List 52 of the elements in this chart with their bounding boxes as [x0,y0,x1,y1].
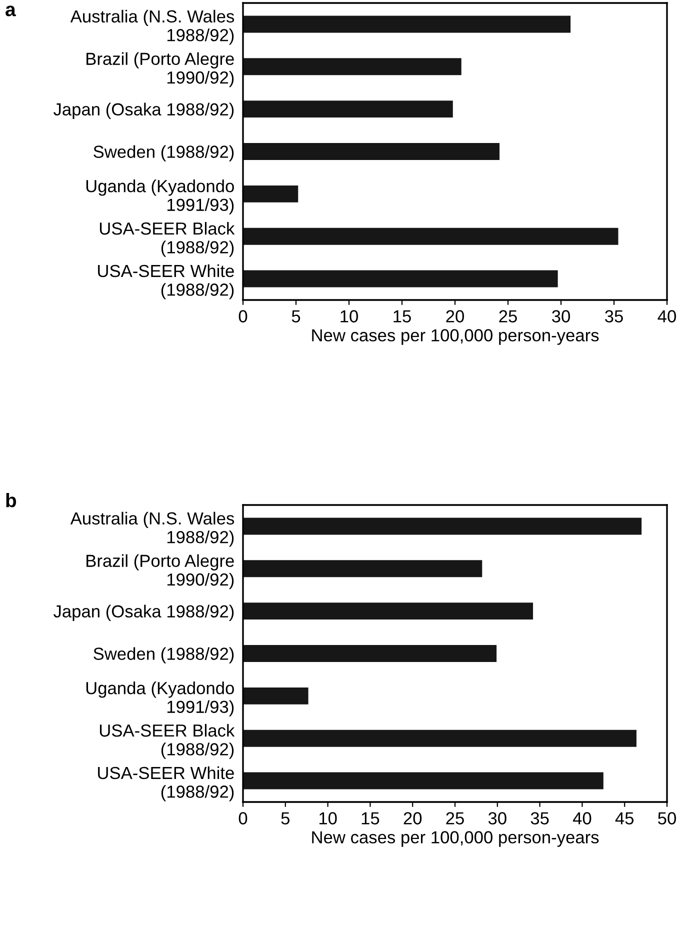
bar [243,518,642,535]
x-tick-label: 10 [340,310,358,322]
x-tick-label: 25 [499,310,517,322]
y-tick-label: Australia (N.S. Wales 1988/92) [70,10,234,45]
bar [243,16,571,33]
bar [243,730,636,747]
x-tick-label: 40 [658,310,676,322]
y-tick-label: Sweden (1988/92) [94,145,234,162]
text: b [6,493,16,508]
x-tick-label: 5 [292,310,300,322]
x-tick-label: 30 [552,310,570,322]
y-tick-label: Australia (N.S. Wales 1988/92) [70,512,234,547]
x-tick-label: 10 [319,812,337,824]
bar [243,100,453,118]
x-tick-label: 50 [658,812,676,824]
y-tick-label: USA-SEER Black (1988/92) [100,222,235,257]
x-tick-label: 15 [362,812,380,824]
y-tick-label: USA-SEER White (1988/92) [98,766,234,802]
text: a [6,6,16,16]
y-tick-label: USA-SEER Black (1988/92) [100,724,235,759]
y-tick-label: Brazil (Porto Alegre 1990/92) [86,52,234,88]
x-tick-label: 35 [605,310,623,322]
bar [243,143,500,160]
bar [243,645,497,662]
bar [243,687,308,704]
y-tick-label: USA-SEER White (1988/92) [98,264,234,300]
y-tick-label: Brazil (Porto Alegre 1990/92) [86,554,234,590]
x-tick-label: 35 [530,812,549,824]
bar [243,185,298,202]
y-tick-label: Uganda (Kyadondo 1991/93) [86,180,234,214]
x-tick-label: 40 [572,812,592,824]
bar [243,58,462,76]
x-tick-label: 0 [238,812,248,824]
bar [243,560,482,578]
bar [243,270,558,288]
x-axis-title: New cases per 100,000 person-years [312,831,599,847]
x-tick-label: 20 [446,310,464,322]
bar [243,602,534,620]
y-tick-label: Uganda (Kyadondo 1991/93) [86,682,234,716]
x-tick-label: 45 [615,812,634,824]
bar [243,772,604,790]
x-tick-label: 5 [281,812,290,824]
y-tick-label: Sweden (1988/92) [94,647,234,664]
x-tick-label: 25 [446,812,464,824]
x-tick-label: 15 [394,310,411,322]
x-tick-label: 0 [238,310,248,322]
y-tick-label: Japan (Osaka 1988/92) [54,604,234,621]
x-axis-title: New cases per 100,000 person-years [312,329,599,345]
y-tick-label: Japan (Osaka 1988/92) [54,102,234,119]
x-tick-label: 30 [488,812,506,824]
bar [243,228,618,245]
x-tick-label: 20 [404,812,422,824]
